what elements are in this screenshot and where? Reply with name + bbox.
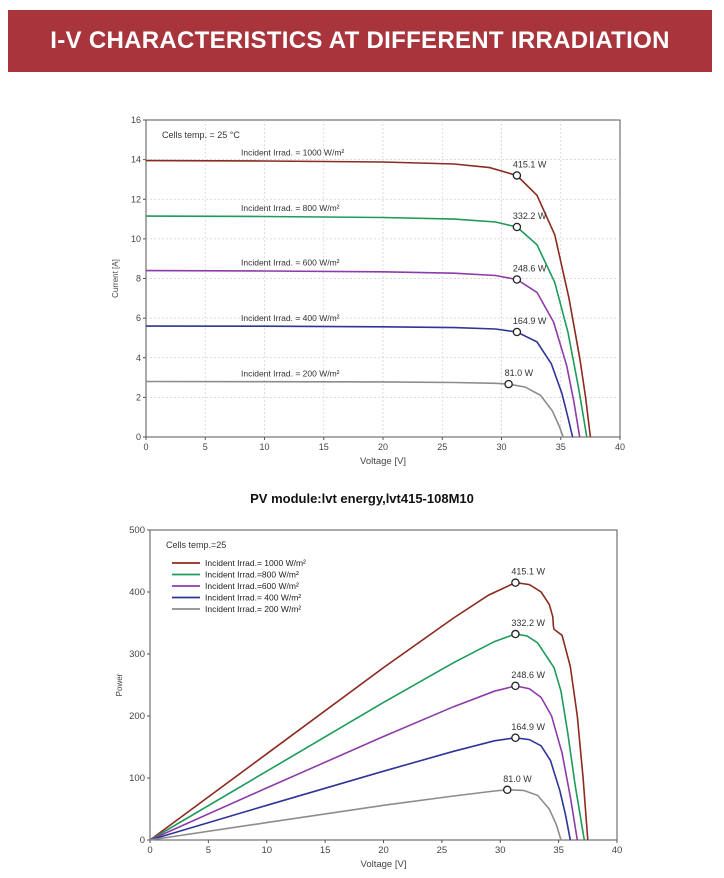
x-tick-label: 15 — [319, 442, 329, 452]
mpp-marker-5 — [503, 785, 512, 795]
pv-chart-title: PV module:lvt energy,lvt415-108M10 — [250, 491, 474, 506]
legend-label-3: Incident Irrad.=600 W/m² — [205, 581, 299, 591]
iv-chart: 0 5 10 15 20 25 30 35 40 0 2 4 6 8 10 12 14 16 Voltage [V]… — [111, 115, 625, 467]
pv-chart: 0 5 10 15 20 25 30 35 400100200300400500Voltage … — [115, 525, 623, 870]
x-tick-label: 10 — [259, 442, 269, 452]
y-axis-label: Current [A] — [111, 259, 120, 298]
y-tick-label: 500 — [129, 525, 145, 536]
legend-label-4: Incident Irrad.= 400 W/m² — [205, 593, 301, 603]
mpp-marker-1 — [512, 171, 522, 180]
mpp-label-2: 332.2 W — [513, 211, 547, 221]
series-line-1 — [145, 159, 592, 438]
y-tick-label: 100 — [129, 773, 145, 784]
y-tick-label: 200 — [129, 711, 145, 722]
mpp-label-3: 248.6 W — [513, 263, 547, 273]
y-tick-label: 8 — [136, 274, 141, 284]
page-title: I-V CHARACTERISTICS AT DIFFERENT IRRADIA… — [50, 27, 670, 54]
x-tick-label: 40 — [612, 845, 623, 856]
x-tick-label: 35 — [553, 845, 564, 856]
x-tick-label: 5 — [206, 845, 211, 856]
x-tick-label: 0 — [143, 442, 148, 452]
x-tick-label: 25 — [437, 845, 448, 856]
legend-label-1: Incident Irrad.= 1000 W/m² — [205, 558, 306, 568]
y-tick-label: 4 — [136, 353, 141, 363]
series-label-4: Incident Irrad. = 400 W/m² — [241, 313, 340, 323]
legend-label-2: Incident Irrad.=800 W/m² — [205, 570, 299, 580]
legend-label-5: Incident Irrad.= 200 W/m² — [205, 604, 301, 614]
y-tick-label: 12 — [131, 194, 141, 204]
series-label-1: Incident Irrad. = 1000 W/m² — [241, 148, 344, 158]
x-tick-label: 40 — [615, 442, 625, 452]
y-tick-label: 400 — [129, 587, 145, 598]
y-tick-label: 300 — [129, 649, 145, 660]
series-line-2 — [149, 633, 586, 841]
x-axis-label: Voltage [V] — [361, 859, 407, 870]
plot-frame — [149, 529, 618, 841]
x-tick-label: 25 — [437, 442, 447, 452]
x-tick-label: 10 — [261, 845, 272, 856]
x-tick-label: 0 — [147, 845, 152, 856]
y-tick-label: 16 — [131, 115, 141, 125]
mpp-label-1: 415.1 W — [513, 159, 547, 169]
series-label-3: Incident Irrad. = 600 W/m² — [241, 258, 340, 268]
y-tick-label: 6 — [136, 313, 141, 323]
mpp-label-1: 415.1 W — [511, 567, 545, 577]
mpp-label-5: 81.0 W — [503, 774, 532, 784]
x-tick-label: 30 — [496, 442, 506, 452]
mpp-label-4: 164.9 W — [511, 722, 545, 732]
mpp-label-3: 248.6 W — [511, 670, 545, 680]
mpp-marker-2 — [511, 629, 520, 639]
cells-temp-annotation: Cells temp. = 25 °C — [162, 130, 240, 140]
y-tick-label: 14 — [131, 155, 141, 165]
y-tick-label: 0 — [140, 835, 145, 846]
mpp-marker-3 — [512, 275, 522, 284]
mpp-marker-5 — [504, 379, 513, 389]
x-tick-label: 20 — [378, 442, 388, 452]
x-axis-label: Voltage [V] — [360, 456, 406, 467]
cells-temp-annotation: Cells temp.=25 — [166, 540, 226, 550]
series-label-2: Incident Irrad. = 800 W/m² — [241, 203, 340, 213]
series-label-5: Incident Irrad. = 200 W/m² — [241, 369, 340, 379]
title-banner: I-V CHARACTERISTICS AT DIFFERENT IRRADIA… — [8, 10, 712, 72]
mpp-marker-4 — [512, 327, 522, 337]
x-tick-label: 35 — [556, 442, 566, 452]
series-line-4 — [149, 736, 572, 841]
mpp-marker-4 — [511, 733, 520, 743]
y-tick-label: 0 — [136, 432, 141, 442]
x-tick-label: 20 — [378, 845, 389, 856]
x-tick-label: 30 — [495, 845, 506, 856]
series-line-1 — [149, 581, 589, 841]
y-tick-label: 10 — [131, 234, 141, 244]
x-tick-label: 15 — [320, 845, 331, 856]
mpp-marker-3 — [511, 681, 520, 691]
mpp-label-5: 81.0 W — [505, 368, 534, 378]
mpp-marker-2 — [512, 222, 522, 232]
mpp-marker-1 — [511, 578, 520, 587]
x-tick-label: 5 — [203, 442, 208, 452]
mpp-label-2: 332.2 W — [511, 618, 545, 628]
mpp-label-4: 164.9 W — [513, 316, 547, 326]
y-axis-label: Power — [115, 673, 124, 696]
y-tick-label: 2 — [136, 392, 141, 402]
series-line-3 — [149, 685, 579, 841]
